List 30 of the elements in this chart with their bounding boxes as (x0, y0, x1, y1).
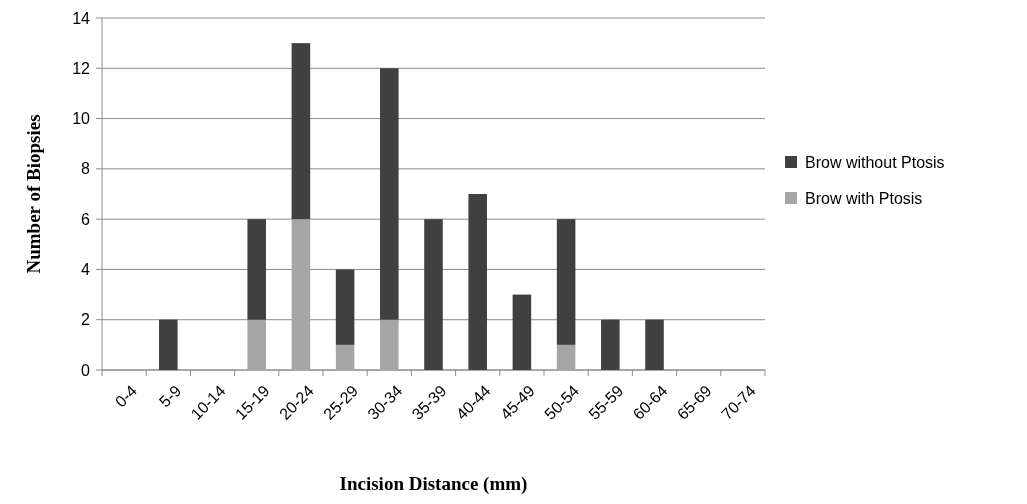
bar (556, 219, 576, 345)
y-tick-label: 12 (72, 59, 91, 77)
x-tick-label: 5-9 (155, 381, 185, 411)
y-tick-label: 6 (81, 210, 91, 228)
y-tick-label: 14 (72, 9, 91, 27)
bar (380, 319, 399, 370)
y-tick-label: 4 (81, 261, 91, 279)
y-tick-label: 10 (72, 110, 91, 128)
bar (556, 344, 576, 370)
bar (335, 269, 355, 345)
bar (291, 219, 311, 370)
bar (247, 319, 266, 370)
bar (247, 219, 266, 320)
bar (380, 68, 399, 320)
y-tick-label: 8 (81, 160, 91, 178)
bar (601, 319, 620, 370)
bar (468, 194, 487, 370)
bar (645, 319, 664, 370)
y-tick-label: 2 (81, 311, 91, 329)
bar (424, 219, 443, 370)
x-tick-label: 0-4 (111, 381, 141, 411)
y-tick-label: 0 (81, 361, 91, 379)
legend-label: Brow with Ptosis (805, 189, 923, 207)
bar (335, 344, 355, 370)
x-axis-title: Incision Distance (mm) (339, 473, 528, 495)
bar (159, 319, 178, 370)
bar (512, 294, 532, 370)
legend-label: Brow without Ptosis (805, 153, 945, 171)
bar (291, 43, 311, 220)
y-axis-title: Number of Biopsies (23, 114, 44, 274)
